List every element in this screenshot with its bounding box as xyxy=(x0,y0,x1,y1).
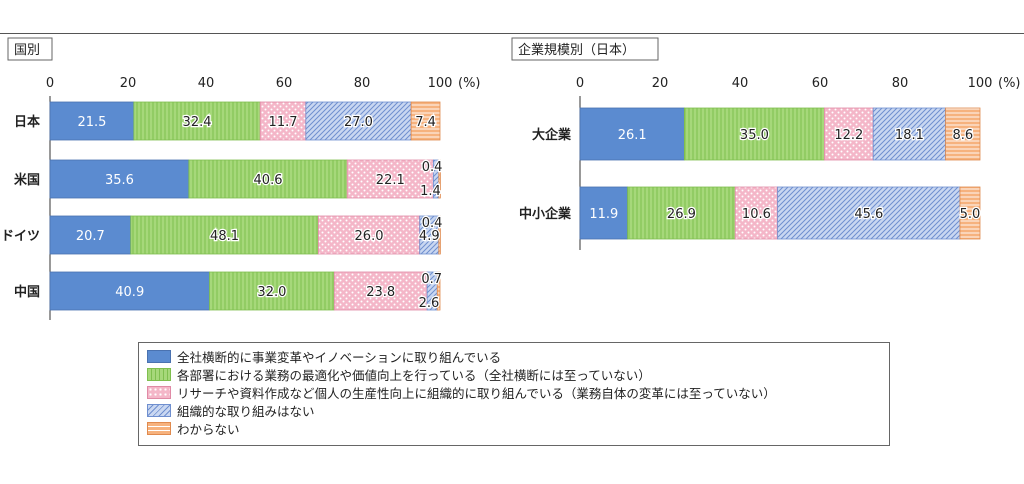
data-label: 12.2 xyxy=(834,128,863,143)
data-label: 26.9 xyxy=(667,207,696,222)
bar-segment xyxy=(133,101,261,141)
bar-segment xyxy=(346,159,434,199)
tick-label: 100 xyxy=(968,76,993,91)
data-label: 18.1 xyxy=(895,128,924,143)
tick-label: 40 xyxy=(198,76,215,91)
data-label: 27.0 xyxy=(344,115,373,130)
panel-title-box xyxy=(511,37,659,61)
panel-title: 国別 xyxy=(14,43,40,58)
data-label: 22.1 xyxy=(376,173,405,188)
bar-segment xyxy=(188,159,348,199)
legend-swatch xyxy=(147,404,171,417)
tick-label: 80 xyxy=(354,76,371,91)
bar-segment xyxy=(438,215,441,255)
bar-segment xyxy=(824,107,874,161)
tick-label: 0 xyxy=(46,76,54,91)
bar-segment xyxy=(130,215,319,255)
data-label: 45.6 xyxy=(854,207,883,222)
bar-segment xyxy=(872,107,947,161)
legend-item: リサーチや資料作成など個人の生産性向上に組織的に取り組んでいる（業務自体の変革に… xyxy=(147,384,776,401)
data-label: 26.0 xyxy=(355,229,384,244)
legend: 全社横断的に事業変革やイノベーションに取り組んでいる 各部署における業務の最適化… xyxy=(138,342,890,446)
data-label: 40.9 xyxy=(115,285,144,300)
data-label: 0.7 xyxy=(421,272,442,287)
legend-label: 組織的な取り組みはない xyxy=(177,404,315,419)
data-label: 21.5 xyxy=(77,115,106,130)
data-label: 5.0 xyxy=(960,207,981,222)
category-label: 大企業 xyxy=(532,127,572,143)
bar-segment xyxy=(209,271,335,311)
chart-canvas: 国別 0 20 40 60 80 100 (%) 日本 21.5 32.4 11.7 27.0 7.4 米国… xyxy=(1,37,1021,320)
bar-segment xyxy=(333,271,428,311)
legend-label: わからない xyxy=(177,422,240,437)
bar-segment xyxy=(317,215,421,255)
bar-segment xyxy=(410,101,441,141)
tick-label: 20 xyxy=(652,76,669,91)
data-label: 48.1 xyxy=(210,229,239,244)
category-label: ドイツ xyxy=(1,229,40,244)
data-label: 32.0 xyxy=(257,285,286,300)
category-label: 日本 xyxy=(14,114,40,130)
legend-item: 組織的な取り組みはない xyxy=(147,402,315,419)
data-label: 20.7 xyxy=(76,229,105,244)
data-label: 35.0 xyxy=(740,128,769,143)
legend-item: 全社横断的に事業変革やイノベーションに取り組んでいる xyxy=(147,348,501,365)
data-label: 32.4 xyxy=(183,115,212,130)
bar-segment xyxy=(49,271,210,311)
panel-title: 企業規模別（日本） xyxy=(518,42,635,58)
data-label: 7.4 xyxy=(415,115,436,130)
bar-segment xyxy=(438,159,441,199)
data-label: 0.4 xyxy=(422,216,443,231)
data-label: 35.6 xyxy=(105,173,134,188)
tick-label: 60 xyxy=(812,76,829,91)
bar-segment xyxy=(684,107,825,161)
data-label: 2.6 xyxy=(419,296,440,311)
data-label: 26.1 xyxy=(618,128,647,143)
legend-label: 各部署における業務の最適化や価値向上を行っている（全社横断には至っていない） xyxy=(177,368,651,383)
legend-swatch xyxy=(147,422,171,435)
bar-segment xyxy=(945,107,981,161)
bar-segment xyxy=(959,186,981,240)
bar-segment xyxy=(777,186,961,240)
tick-label: 80 xyxy=(892,76,909,91)
tick-label: 20 xyxy=(120,76,137,91)
category-label: 中国 xyxy=(14,284,40,300)
legend-swatch xyxy=(147,368,171,381)
bar-segment xyxy=(579,186,628,240)
tick-label: 40 xyxy=(732,76,749,91)
legend-swatch xyxy=(147,350,171,363)
data-label: 11.7 xyxy=(269,115,298,130)
data-label: 0.4 xyxy=(422,160,443,175)
data-label: 40.6 xyxy=(254,173,283,188)
bar-segment xyxy=(579,107,685,161)
tick-label: 0 xyxy=(576,76,584,91)
bar-segment xyxy=(436,271,441,311)
category-label: 中小企業 xyxy=(519,206,572,222)
axis-unit: (%) xyxy=(458,76,481,91)
top-rule xyxy=(0,33,1024,34)
data-label: 10.6 xyxy=(742,207,771,222)
axis-unit: (%) xyxy=(998,76,1021,91)
legend-item: 各部署における業務の最適化や価値向上を行っている（全社横断には至っていない） xyxy=(147,366,651,383)
bar-segment xyxy=(49,101,135,141)
bar-segment xyxy=(49,159,190,199)
data-label: 8.6 xyxy=(952,128,973,143)
tick-label: 60 xyxy=(276,76,293,91)
bar-segment xyxy=(734,186,779,240)
legend-swatch xyxy=(147,386,171,399)
legend-label: 全社横断的に事業変革やイノベーションに取り組んでいる xyxy=(177,350,502,365)
tick-label: 100 xyxy=(428,76,453,91)
data-label: 23.8 xyxy=(366,285,395,300)
data-label: 11.9 xyxy=(589,207,618,222)
legend-item: わからない xyxy=(147,420,240,437)
panel-title-box xyxy=(7,37,53,61)
data-label: 1.4 xyxy=(420,184,441,199)
bar-segment xyxy=(305,101,412,141)
bar-segment xyxy=(627,186,736,240)
data-label: 4.9 xyxy=(419,229,440,244)
category-label: 米国 xyxy=(14,172,40,188)
legend-label: リサーチや資料作成など個人の生産性向上に組織的に取り組んでいる（業務自体の変革に… xyxy=(177,386,776,401)
